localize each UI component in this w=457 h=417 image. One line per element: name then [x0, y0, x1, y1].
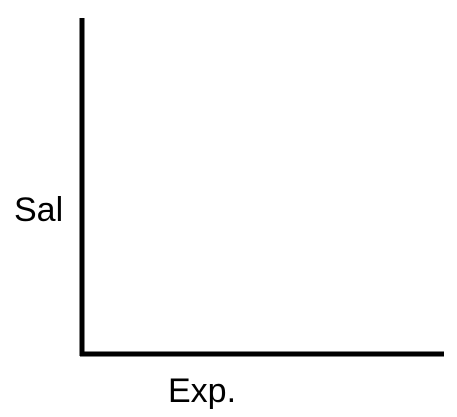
x-axis-label: Exp. — [168, 372, 236, 410]
y-axis-label: Sal — [14, 191, 63, 229]
